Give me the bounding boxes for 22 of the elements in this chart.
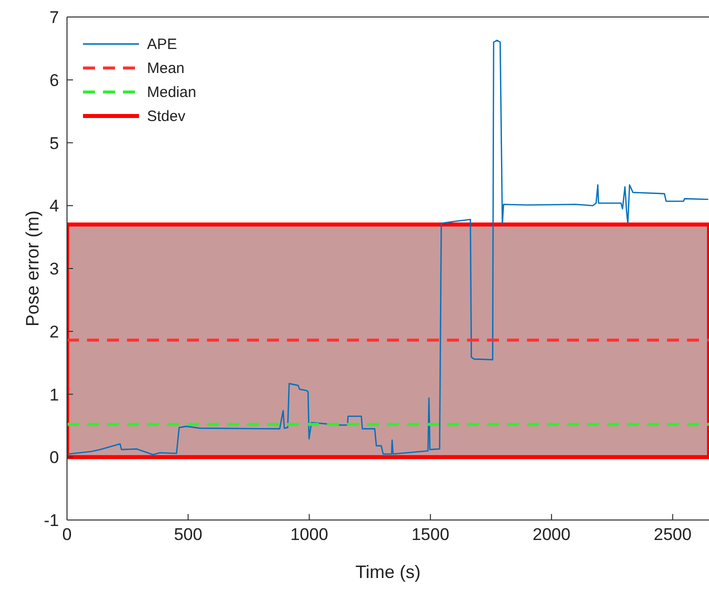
legend-label: Mean <box>147 60 185 76</box>
line-series <box>68 40 709 456</box>
x-axis-title: Time (s) <box>355 562 421 582</box>
y-tick-label: 3 <box>50 260 59 279</box>
x-tick-label: 500 <box>174 525 202 544</box>
x-tick-label: 1500 <box>411 525 450 544</box>
y-tick-label: 7 <box>50 8 59 28</box>
y-tick-label: 1 <box>50 385 59 404</box>
legend-label: Stdev <box>147 108 186 124</box>
y-tick-label: 4 <box>50 196 59 216</box>
legend-label: Median <box>147 84 196 100</box>
y-tick-label: 6 <box>50 70 59 90</box>
y-tick-label: 0 <box>50 448 59 468</box>
legend-label: APE <box>147 36 178 52</box>
x-tick-label: 2500 <box>654 525 692 544</box>
y-tick-label: 5 <box>50 134 59 153</box>
y-tick-label: -1 <box>44 511 59 530</box>
y-tick-label: 2 <box>50 322 59 342</box>
x-tick-label: 1000 <box>290 525 328 544</box>
x-tick-label: 0 <box>62 525 72 544</box>
y-axis-title: Pose error (m) <box>22 210 42 327</box>
x-tick-label: 2000 <box>532 525 570 544</box>
